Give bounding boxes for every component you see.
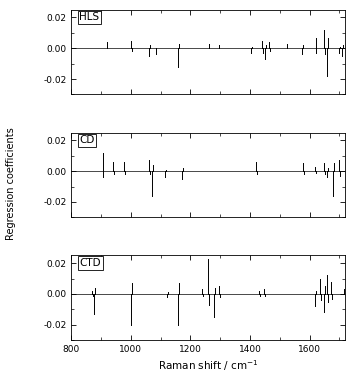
Text: Regression coefficients: Regression coefficients [6,127,16,240]
Text: CD: CD [79,135,95,145]
X-axis label: Raman shift / cm$^{-1}$: Raman shift / cm$^{-1}$ [158,358,258,373]
Text: CTD: CTD [79,258,101,268]
Text: HLS: HLS [79,12,100,22]
